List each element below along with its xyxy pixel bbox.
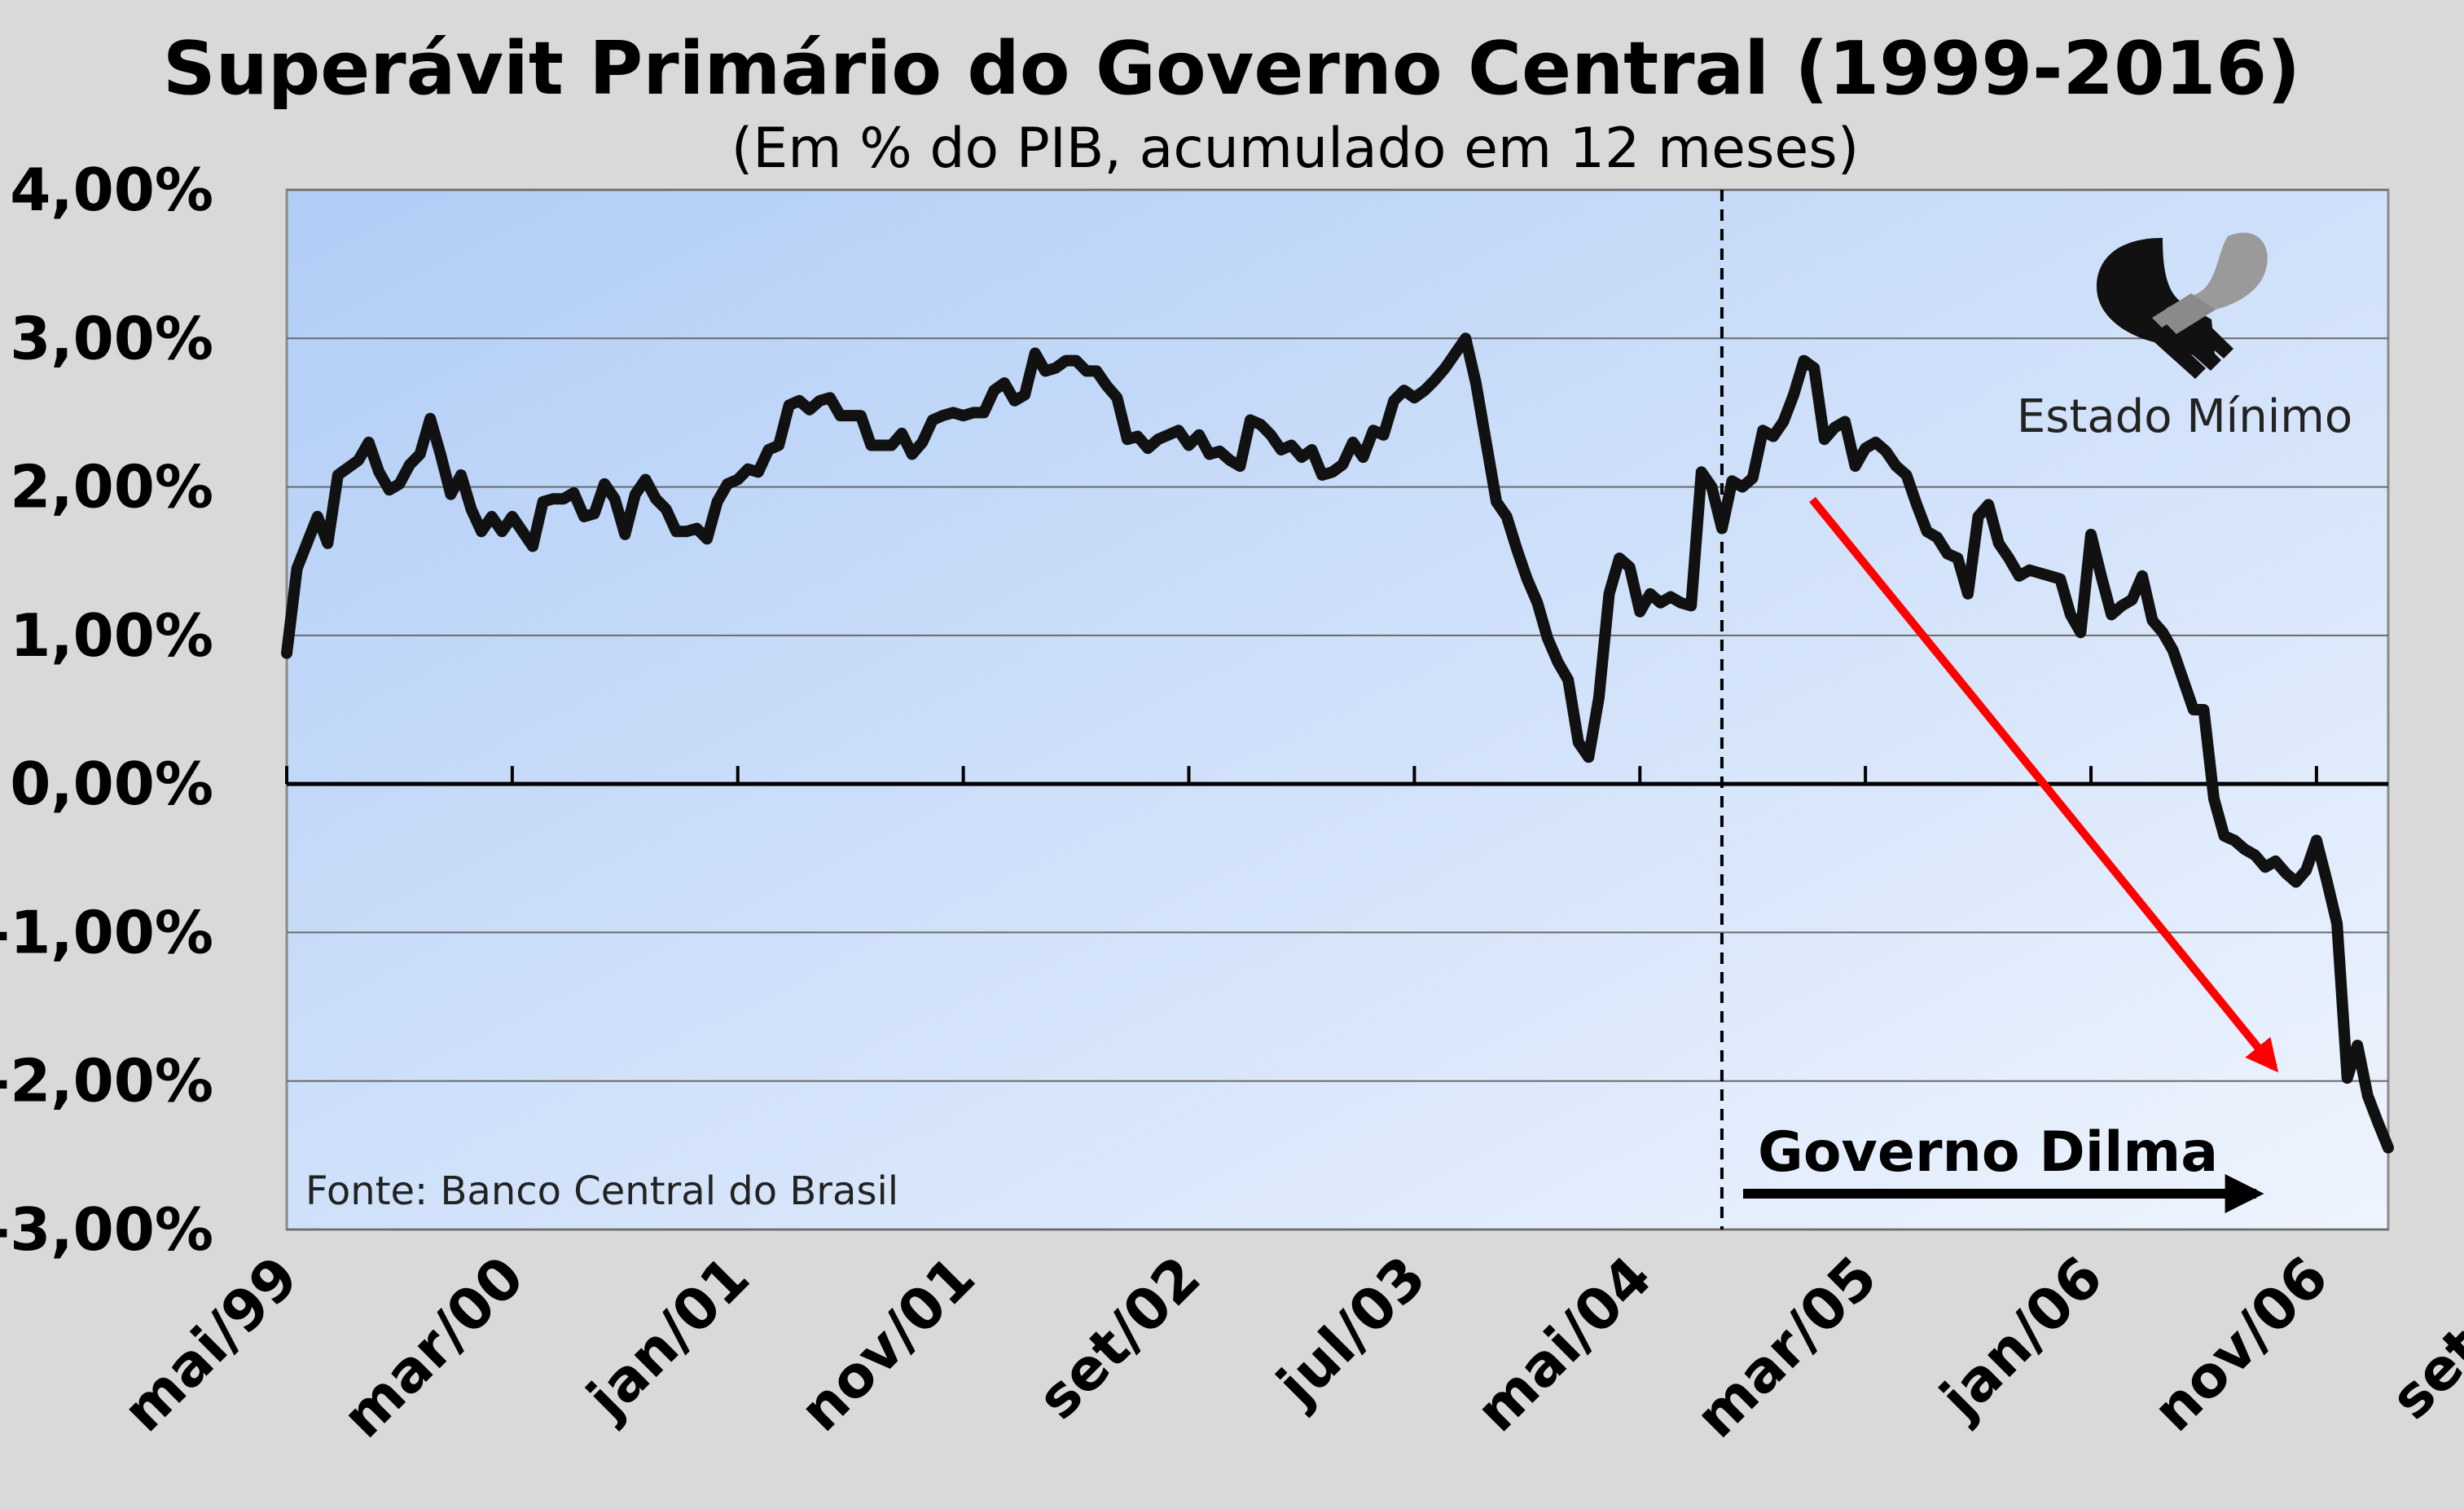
y-tick-label: 4,00% — [10, 156, 213, 224]
y-tick-label: 1,00% — [10, 601, 213, 670]
x-tick-label: set/02 — [1025, 1243, 1214, 1432]
x-tick-label: mai/99 — [110, 1243, 311, 1445]
x-tick-label: mar/00 — [330, 1243, 537, 1450]
y-tick-label: -2,00% — [0, 1047, 213, 1115]
chart-subtitle: (Em % do PIB, acumulado em 12 meses) — [731, 117, 1859, 181]
y-axis-ticks: 4,00% 3,00% 2,00% 1,00% 0,00% -1,00% -2,00% -3,… — [0, 156, 213, 1264]
y-tick-label: 3,00% — [10, 304, 213, 372]
x-tick-label: mar/05 — [1683, 1243, 1890, 1450]
x-tick-label: mai/04 — [1463, 1243, 1664, 1445]
series-line — [281, 332, 2394, 1154]
logo: Estado Mínimo — [2017, 232, 2352, 443]
y-tick-label: 2,00% — [10, 453, 213, 521]
trend-arrow — [1809, 496, 2279, 1073]
x-tick-label: jul/03 — [1263, 1243, 1438, 1419]
x-tick-label: jan/01 — [573, 1243, 762, 1433]
y-tick-label: -1,00% — [0, 898, 213, 966]
x-tick-label: jan/06 — [1926, 1243, 2115, 1433]
logo-text: Estado Mínimo — [2017, 390, 2352, 443]
chart-title: Superávit Primário do Governo Central (1… — [163, 26, 2300, 112]
x-tick-label: nov/06 — [2140, 1243, 2340, 1444]
y-tick-label: 0,00% — [10, 750, 213, 818]
handshake-icon — [2097, 232, 2268, 379]
y-tick-label: -3,00% — [0, 1195, 213, 1264]
source-note: Fonte: Banco Central do Brasil — [305, 1168, 898, 1214]
plot-area — [285, 188, 2390, 1231]
x-tick-label: nov/01 — [787, 1243, 987, 1444]
x-tick-label: set/07 — [2378, 1243, 2464, 1432]
government-label: Governo Dilma — [1758, 1120, 2218, 1185]
